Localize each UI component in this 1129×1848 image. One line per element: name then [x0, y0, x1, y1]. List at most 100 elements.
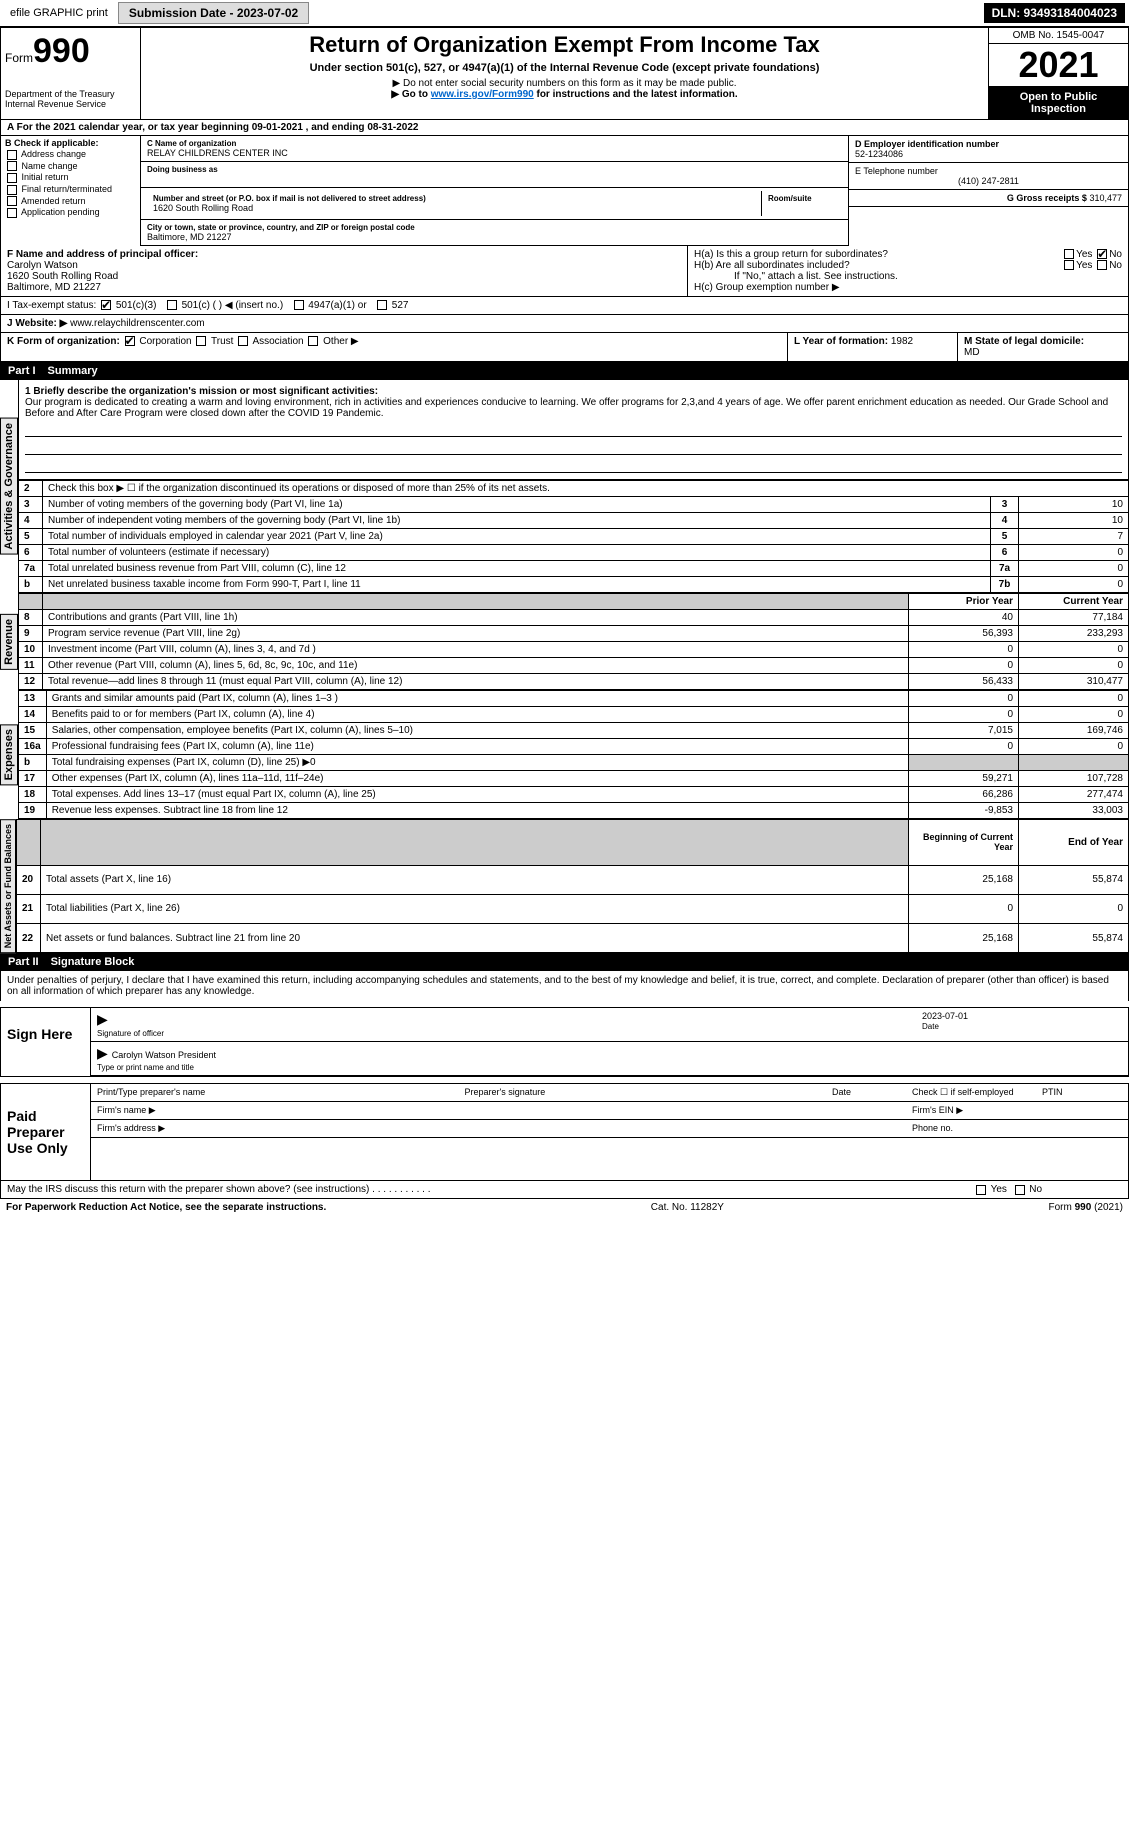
- line-2: Check this box ▶ ☐ if the organization d…: [43, 481, 1129, 497]
- prior-year-header: Prior Year: [909, 594, 1019, 610]
- row-i: I Tax-exempt status: 501(c)(3) 501(c) ( …: [0, 297, 1129, 315]
- expenses-table: 13Grants and similar amounts paid (Part …: [18, 690, 1129, 819]
- table-row: 17Other expenses (Part IX, column (A), l…: [19, 771, 1129, 787]
- preparer-sig-label: Preparer's signature: [465, 1087, 833, 1098]
- chk-501c3[interactable]: [101, 300, 111, 310]
- row-a-text: A For the 2021 calendar year, or tax yea…: [7, 122, 418, 133]
- chk-4947[interactable]: [294, 300, 304, 310]
- table-row: bNet unrelated business taxable income f…: [19, 577, 1129, 593]
- box-b-title: B Check if applicable:: [5, 138, 99, 148]
- sig-date-label: Date: [922, 1022, 939, 1031]
- section-b-through-g: B Check if applicable: Address change Na…: [0, 136, 1129, 246]
- row-k-l-m: K Form of organization: Corporation Trus…: [0, 333, 1129, 362]
- dept-label: Department of the Treasury: [5, 89, 136, 99]
- row-j: J Website: ▶ www.relaychildrenscenter.co…: [0, 315, 1129, 333]
- gross-receipts-label: G Gross receipts $: [1007, 193, 1087, 203]
- header-left: Form990 Department of the Treasury Inter…: [1, 28, 141, 119]
- table-row: 18Total expenses. Add lines 13–17 (must …: [19, 787, 1129, 803]
- chk-yes[interactable]: [976, 1185, 986, 1195]
- form-header: Form990 Department of the Treasury Inter…: [0, 27, 1129, 120]
- table-row: 3Number of voting members of the governi…: [19, 497, 1129, 513]
- chk-trust[interactable]: [196, 336, 206, 346]
- street-label: Number and street (or P.O. box if mail i…: [153, 194, 755, 203]
- table-row: 10Investment income (Part VIII, column (…: [19, 642, 1129, 658]
- ein-value: 52-1234086: [855, 149, 1122, 159]
- table-row: 8Contributions and grants (Part VIII, li…: [19, 610, 1129, 626]
- revenue-section: Revenue Prior YearCurrent Year 8Contribu…: [0, 593, 1129, 690]
- page-footer: For Paperwork Reduction Act Notice, see …: [0, 1199, 1129, 1216]
- begin-year-header: Beginning of Current Year: [909, 820, 1019, 866]
- part-2-header: Part II Signature Block: [0, 953, 1129, 971]
- table-row: 19Revenue less expenses. Subtract line 1…: [19, 803, 1129, 819]
- preparer-date-label: Date: [832, 1087, 912, 1098]
- chk-amended-return[interactable]: Amended return: [5, 196, 136, 207]
- expenses-section: Expenses 13Grants and similar amounts pa…: [0, 690, 1129, 819]
- officer-street: 1620 South Rolling Road: [7, 271, 118, 282]
- vlabel-governance: Activities & Governance: [0, 418, 18, 555]
- may-irs-row: May the IRS discuss this return with the…: [0, 1181, 1129, 1199]
- form-footer: Form 990 (2021): [1049, 1202, 1124, 1213]
- typed-name: Carolyn Watson President: [112, 1050, 216, 1060]
- firm-ein-label: Firm's EIN ▶: [912, 1105, 1122, 1116]
- goto-line: ▶ Go to www.irs.gov/Form990 for instruct…: [145, 89, 984, 100]
- chk-initial-return[interactable]: Initial return: [5, 172, 136, 183]
- paid-preparer-block: Paid Preparer Use Only Print/Type prepar…: [0, 1083, 1129, 1181]
- table-row: 14Benefits paid to or for members (Part …: [19, 707, 1129, 723]
- sig-date-value: 2023-07-01: [922, 1011, 968, 1021]
- end-year-header: End of Year: [1019, 820, 1129, 866]
- row-f-h: F Name and address of principal officer:…: [0, 246, 1129, 297]
- form-title: Return of Organization Exempt From Incom…: [145, 32, 984, 58]
- governance-table: 2Check this box ▶ ☐ if the organization …: [18, 480, 1129, 593]
- omb-label: OMB No. 1545-0047: [989, 28, 1128, 44]
- mission-label: 1 Briefly describe the organization's mi…: [25, 386, 378, 397]
- goto-post: for instructions and the latest informat…: [534, 89, 738, 100]
- current-year-header: Current Year: [1019, 594, 1129, 610]
- phone-label: E Telephone number: [855, 166, 1122, 176]
- header-right: OMB No. 1545-0047 2021 Open to Public In…: [988, 28, 1128, 119]
- table-row: bTotal fundraising expenses (Part IX, co…: [19, 755, 1129, 771]
- table-row: 6Total number of volunteers (estimate if…: [19, 545, 1129, 561]
- chk-address-change[interactable]: Address change: [5, 149, 136, 160]
- part-1-num: Part I: [8, 365, 36, 377]
- cat-no: Cat. No. 11282Y: [651, 1202, 724, 1213]
- row-a-tax-year: A For the 2021 calendar year, or tax yea…: [0, 120, 1129, 136]
- year-formation-value: 1982: [891, 336, 913, 347]
- summary-table: Activities & Governance 1 Briefly descri…: [0, 380, 1129, 593]
- table-row: 5Total number of individuals employed in…: [19, 529, 1129, 545]
- chk-assoc[interactable]: [238, 336, 248, 346]
- part-2-num: Part II: [8, 956, 39, 968]
- goto-link[interactable]: www.irs.gov/Form990: [431, 89, 534, 100]
- preparer-name-label: Print/Type preparer's name: [97, 1087, 465, 1098]
- street-value: 1620 South Rolling Road: [153, 203, 755, 213]
- website-label: J Website: ▶: [7, 318, 67, 329]
- paid-preparer-label: Paid Preparer Use Only: [1, 1084, 91, 1180]
- vlabel-net-assets: Net Assets or Fund Balances: [0, 819, 16, 953]
- table-row: 9Program service revenue (Part VIII, lin…: [19, 626, 1129, 642]
- h-c-label: H(c) Group exemption number ▶: [694, 282, 1122, 293]
- chk-527[interactable]: [377, 300, 387, 310]
- gross-receipts-value: 310,477: [1089, 193, 1122, 203]
- chk-other[interactable]: [308, 336, 318, 346]
- no-ssn-note: ▶ Do not enter social security numbers o…: [145, 78, 984, 89]
- table-row: 11Other revenue (Part VIII, column (A), …: [19, 658, 1129, 674]
- h-a-label: H(a) Is this a group return for subordin…: [694, 249, 1056, 260]
- chk-no[interactable]: [1015, 1185, 1025, 1195]
- ein-label: D Employer identification number: [855, 139, 999, 149]
- goto-pre: ▶ Go to: [391, 89, 430, 100]
- city-label: City or town, state or province, country…: [147, 223, 842, 232]
- chk-application-pending[interactable]: Application pending: [5, 207, 136, 218]
- chk-final-return[interactable]: Final return/terminated: [5, 184, 136, 195]
- officer-name: Carolyn Watson: [7, 260, 78, 271]
- box-b: B Check if applicable: Address change Na…: [1, 136, 141, 246]
- chk-name-change[interactable]: Name change: [5, 161, 136, 172]
- chk-corp[interactable]: [125, 336, 135, 346]
- part-1-header: Part I Summary: [0, 362, 1129, 380]
- submission-date-box: Submission Date - 2023-07-02: [118, 2, 309, 24]
- table-row: 22Net assets or fund balances. Subtract …: [17, 923, 1129, 952]
- mission-text: Our program is dedicated to creating a w…: [25, 397, 1108, 419]
- legal-domicile-label: M State of legal domicile:: [964, 336, 1084, 347]
- phone-value: (410) 247-2811: [855, 176, 1122, 186]
- room-label: Room/suite: [768, 194, 836, 203]
- chk-501c[interactable]: [167, 300, 177, 310]
- check-self-label: Check ☐ if self-employed: [912, 1087, 1042, 1098]
